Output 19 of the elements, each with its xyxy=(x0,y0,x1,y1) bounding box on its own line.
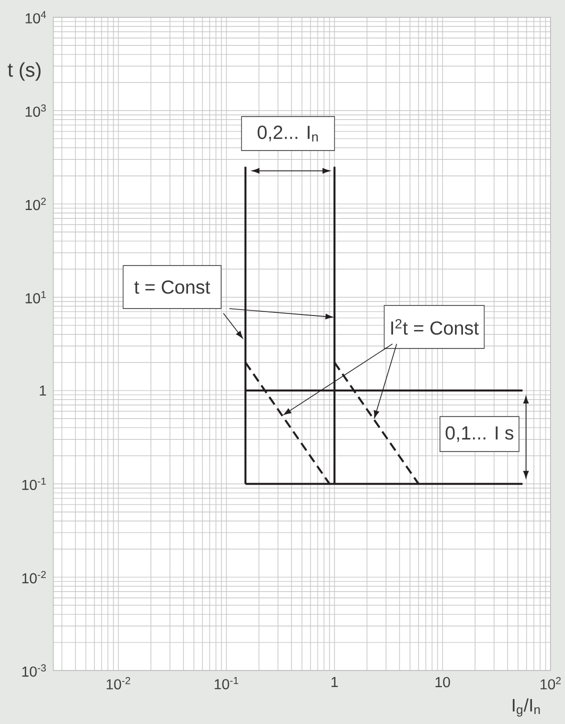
x-tick-label: 1 xyxy=(332,677,338,687)
x-tick-label: 10 xyxy=(436,677,450,688)
y-axis-title: t (s) xyxy=(8,62,41,81)
annotation: 0,2... I$_{n}$ xyxy=(258,126,318,142)
y-tick-label: 10$^{4}$ xyxy=(26,11,46,24)
x-axis-title: I$_{g}$/I$_{n}$ xyxy=(512,698,540,717)
y-tick-label: 10$^{-3}$ xyxy=(22,664,46,677)
x-tick-label: 10$^{2}$ xyxy=(540,677,561,690)
annotation: t = Const xyxy=(134,280,210,294)
y-tick-label: 1 xyxy=(40,386,46,396)
annotation: I$^{2}$t = Const xyxy=(391,319,479,335)
x-tick-label: 10$^{-1}$ xyxy=(214,677,238,690)
annotation: 0,1... I s xyxy=(446,426,514,442)
x-tick-label: 10$^{-2}$ xyxy=(106,677,130,690)
y-tick-label: 10$^{-1}$ xyxy=(22,478,46,490)
y-tick-label: 10$^{1}$ xyxy=(26,291,46,304)
y-tick-label: 10$^{-2}$ xyxy=(22,570,46,584)
y-tick-label: 10$^{2}$ xyxy=(26,198,46,210)
y-tick-label: 10$^{3}$ xyxy=(26,104,46,117)
